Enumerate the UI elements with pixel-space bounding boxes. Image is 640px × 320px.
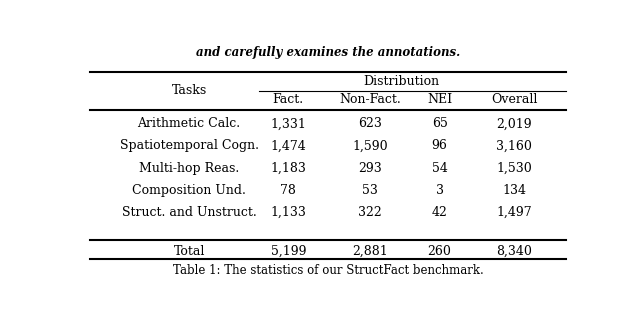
Text: 2,019: 2,019 xyxy=(496,117,532,131)
Text: 3,160: 3,160 xyxy=(496,140,532,152)
Text: 1,497: 1,497 xyxy=(496,206,532,219)
Text: 54: 54 xyxy=(431,162,447,174)
Text: NEI: NEI xyxy=(427,93,452,106)
Text: 293: 293 xyxy=(358,162,382,174)
Text: 96: 96 xyxy=(431,140,447,152)
Text: and carefully examines the annotations.: and carefully examines the annotations. xyxy=(196,46,460,59)
Text: 1,331: 1,331 xyxy=(270,117,307,131)
Text: 134: 134 xyxy=(502,184,526,196)
Text: 1,133: 1,133 xyxy=(270,206,307,219)
Text: 8,340: 8,340 xyxy=(496,244,532,258)
Text: Table 1: The statistics of our StructFact benchmark.: Table 1: The statistics of our StructFac… xyxy=(173,264,483,277)
Text: 260: 260 xyxy=(428,244,452,258)
Text: Multi-hop Reas.: Multi-hop Reas. xyxy=(139,162,239,174)
Text: Distribution: Distribution xyxy=(363,76,439,88)
Text: 1,590: 1,590 xyxy=(353,140,388,152)
Text: Fact.: Fact. xyxy=(273,93,304,106)
Text: 2,881: 2,881 xyxy=(352,244,388,258)
Text: Composition Und.: Composition Und. xyxy=(132,184,246,196)
Text: 1,183: 1,183 xyxy=(270,162,307,174)
Text: Spatiotemporal Cogn.: Spatiotemporal Cogn. xyxy=(120,140,259,152)
Text: 1,530: 1,530 xyxy=(496,162,532,174)
Text: Arithmetic Calc.: Arithmetic Calc. xyxy=(138,117,241,131)
Text: Struct. and Unstruct.: Struct. and Unstruct. xyxy=(122,206,257,219)
Text: Non-Fact.: Non-Fact. xyxy=(339,93,401,106)
Text: 78: 78 xyxy=(280,184,296,196)
Text: 53: 53 xyxy=(362,184,378,196)
Text: 623: 623 xyxy=(358,117,382,131)
Text: 3: 3 xyxy=(436,184,444,196)
Text: Overall: Overall xyxy=(491,93,537,106)
Text: 1,474: 1,474 xyxy=(271,140,306,152)
Text: Total: Total xyxy=(173,244,205,258)
Text: 5,199: 5,199 xyxy=(271,244,306,258)
Text: 65: 65 xyxy=(431,117,447,131)
Text: 322: 322 xyxy=(358,206,382,219)
Text: 42: 42 xyxy=(431,206,447,219)
Text: Tasks: Tasks xyxy=(172,84,207,97)
